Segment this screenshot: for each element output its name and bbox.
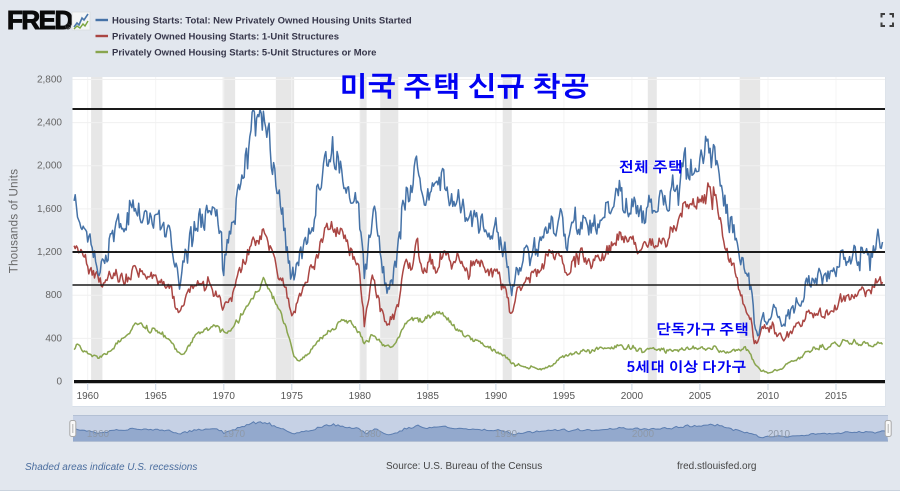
svg-text:400: 400 [45,333,62,344]
svg-text:2010: 2010 [757,391,780,402]
svg-text:1980: 1980 [359,429,382,440]
svg-text:1985: 1985 [417,391,440,402]
svg-text:2005: 2005 [689,391,712,402]
svg-text:2010: 2010 [768,429,791,440]
svg-text:1965: 1965 [145,391,168,402]
svg-text:1990: 1990 [485,391,508,402]
svg-text:2,400: 2,400 [37,118,62,129]
svg-text:2,800: 2,800 [37,74,62,85]
svg-text:2000: 2000 [632,429,655,440]
svg-text:1,200: 1,200 [37,247,62,258]
svg-text:0: 0 [56,376,62,387]
svg-text:1970: 1970 [213,391,236,402]
svg-text:1975: 1975 [281,391,304,402]
svg-text:1995: 1995 [553,391,576,402]
svg-text:Thousands of Units: Thousands of Units [9,169,21,273]
svg-text:FRED: FRED [7,5,73,35]
svg-text:1970: 1970 [223,429,246,440]
svg-text:2000: 2000 [621,391,644,402]
svg-text:fred.stlouisfed.org: fred.stlouisfed.org [677,461,757,472]
svg-text:Shaded areas indicate U.S. rec: Shaded areas indicate U.S. recessions [25,462,197,473]
svg-text:1980: 1980 [349,391,372,402]
svg-text:1990: 1990 [495,429,518,440]
svg-text:1960: 1960 [77,391,100,402]
svg-text:2015: 2015 [825,391,848,402]
svg-text:800: 800 [45,290,62,301]
svg-text:Housing Starts: Total: New Pri: Housing Starts: Total: New Privately Own… [112,16,412,27]
svg-text:Privately Owned Housing Starts: Privately Owned Housing Starts: 5-Unit S… [112,48,376,59]
svg-text:Source: U.S. Bureau of the Cen: Source: U.S. Bureau of the Census [386,461,542,472]
svg-text:Privately Owned Housing Starts: Privately Owned Housing Starts: 1-Unit S… [112,32,339,43]
svg-text:1,600: 1,600 [37,204,62,215]
svg-text:1960: 1960 [87,429,110,440]
svg-text:R: R [67,25,70,30]
svg-text:2,000: 2,000 [37,161,62,172]
